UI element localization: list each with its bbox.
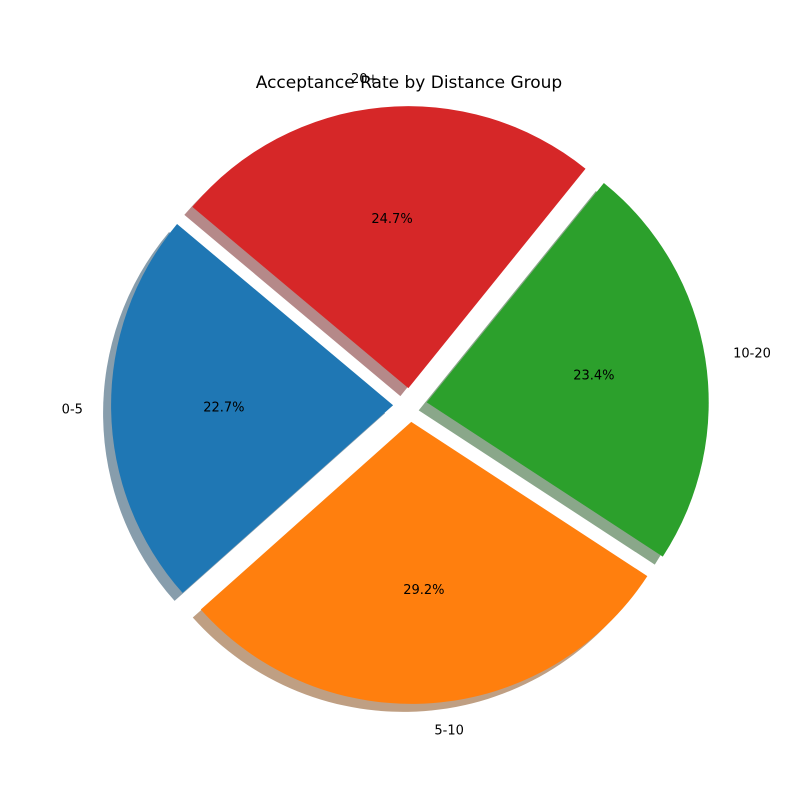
- slice-0-5: [111, 223, 394, 593]
- percentage-label: 29.2%: [403, 583, 444, 598]
- label-layer: 0-5 22.7% 5-10 29.2% 10-20 23.4% 20+ 24.7%: [62, 72, 771, 739]
- slice-5-10: [200, 421, 648, 704]
- chart-title: Acceptance Rate by Distance Group: [256, 73, 562, 93]
- slice-20plus: [192, 106, 586, 389]
- slice-10-20: [426, 182, 709, 557]
- category-label: 0-5: [62, 402, 83, 417]
- category-label: 10-20: [733, 347, 771, 362]
- percentage-label: 24.7%: [371, 212, 412, 227]
- percentage-label: 23.4%: [573, 369, 614, 384]
- slice-layer: [111, 106, 709, 704]
- category-label: 20+: [351, 72, 378, 87]
- percentage-label: 22.7%: [203, 400, 244, 415]
- category-label: 5-10: [434, 724, 464, 739]
